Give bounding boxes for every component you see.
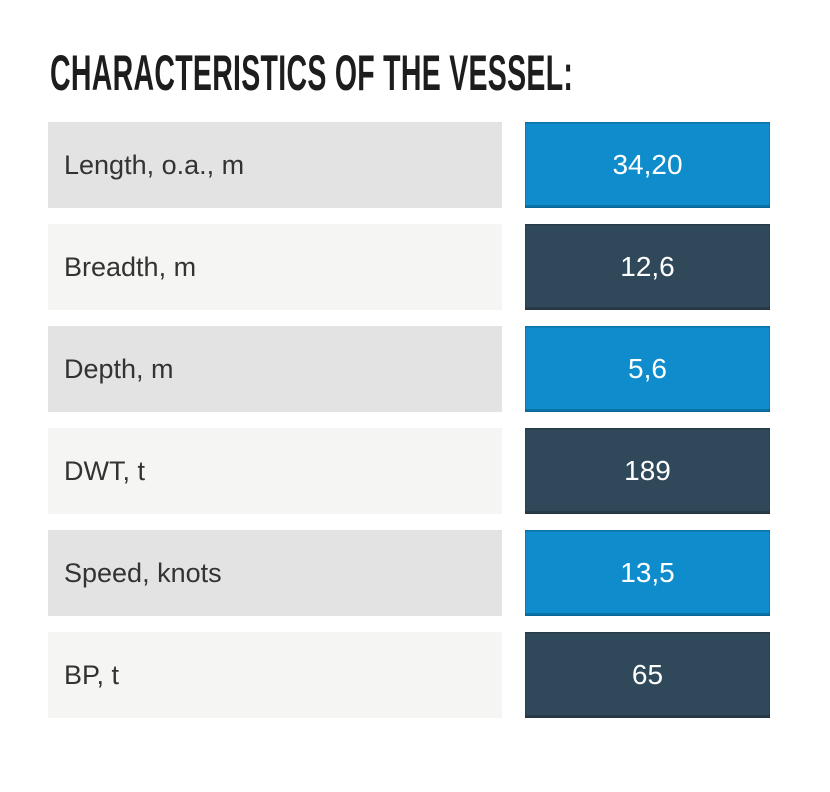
row-label: Speed, knots [64,557,222,588]
row-label: DWT, t [64,455,145,486]
table-row: BP, t 65 [48,632,770,718]
row-value: 65 [631,659,664,690]
table-row: Depth, m 5,6 [48,326,770,412]
row-value-cell: 5,6 [525,326,770,412]
page-title: CHARACTERISTICS OF THE VESSEL: [50,48,830,98]
table-row: Length, o.a., m 34,20 [48,122,770,208]
row-label-cell: Depth, m [48,326,502,412]
row-value-cell: 12,6 [525,224,770,310]
row-label: BP, t [64,659,120,690]
table-row: Speed, knots 13,5 [48,530,770,616]
row-label: Breadth, m [64,251,197,282]
page-title-text: CHARACTERISTICS OF THE VESSEL: [50,45,574,101]
row-value-cell: 189 [525,428,770,514]
row-label: Depth, m [64,353,174,384]
row-value: 189 [624,455,671,486]
row-value: 13,5 [620,557,675,588]
row-label-cell: DWT, t [48,428,502,514]
table-row: Breadth, m 12,6 [48,224,770,310]
row-value-cell: 65 [525,632,770,718]
vessel-specs-table: Length, o.a., m 34,20 Breadth, m 12,6 De… [48,122,770,718]
row-label-cell: Breadth, m [48,224,502,310]
row-label-cell: Speed, knots [48,530,502,616]
row-value: 34,20 [612,149,683,180]
table-row: DWT, t 189 [48,428,770,514]
row-value: 12,6 [620,251,675,282]
row-label-cell: BP, t [48,632,502,718]
row-value: 5,6 [628,353,667,384]
row-value-cell: 34,20 [525,122,770,208]
row-label: Length, o.a., m [64,149,245,180]
row-label-cell: Length, o.a., m [48,122,502,208]
row-value-cell: 13,5 [525,530,770,616]
